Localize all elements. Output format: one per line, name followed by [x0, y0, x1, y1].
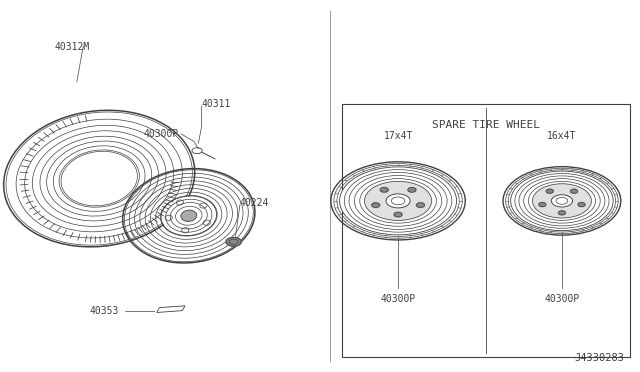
Circle shape — [226, 237, 241, 246]
Circle shape — [408, 187, 416, 192]
Circle shape — [551, 195, 573, 207]
Circle shape — [539, 202, 546, 206]
Circle shape — [386, 194, 410, 208]
Text: 16x4T: 16x4T — [547, 131, 577, 141]
Circle shape — [578, 202, 585, 206]
Circle shape — [417, 203, 424, 208]
Text: 40311: 40311 — [202, 99, 231, 109]
Circle shape — [365, 181, 432, 220]
Circle shape — [511, 171, 612, 230]
Text: SPARE TIRE WHEEL: SPARE TIRE WHEEL — [433, 120, 540, 129]
Circle shape — [394, 212, 402, 217]
Text: 40353: 40353 — [90, 306, 119, 315]
Circle shape — [558, 211, 566, 215]
Text: 40300P: 40300P — [544, 294, 580, 304]
Circle shape — [570, 189, 577, 193]
Circle shape — [372, 203, 380, 208]
Circle shape — [380, 187, 388, 192]
Circle shape — [547, 189, 554, 193]
Circle shape — [340, 167, 456, 234]
Text: 40224: 40224 — [240, 198, 269, 208]
Ellipse shape — [162, 196, 216, 235]
Text: 40300P: 40300P — [144, 129, 179, 139]
Ellipse shape — [181, 210, 196, 221]
Ellipse shape — [61, 151, 138, 206]
Text: J4330283: J4330283 — [574, 353, 624, 363]
Text: 40300P: 40300P — [380, 294, 416, 304]
Circle shape — [532, 184, 591, 218]
Text: 17x4T: 17x4T — [383, 131, 413, 141]
Bar — [342, 104, 630, 357]
Polygon shape — [157, 306, 185, 312]
Text: 40312M: 40312M — [54, 42, 90, 51]
